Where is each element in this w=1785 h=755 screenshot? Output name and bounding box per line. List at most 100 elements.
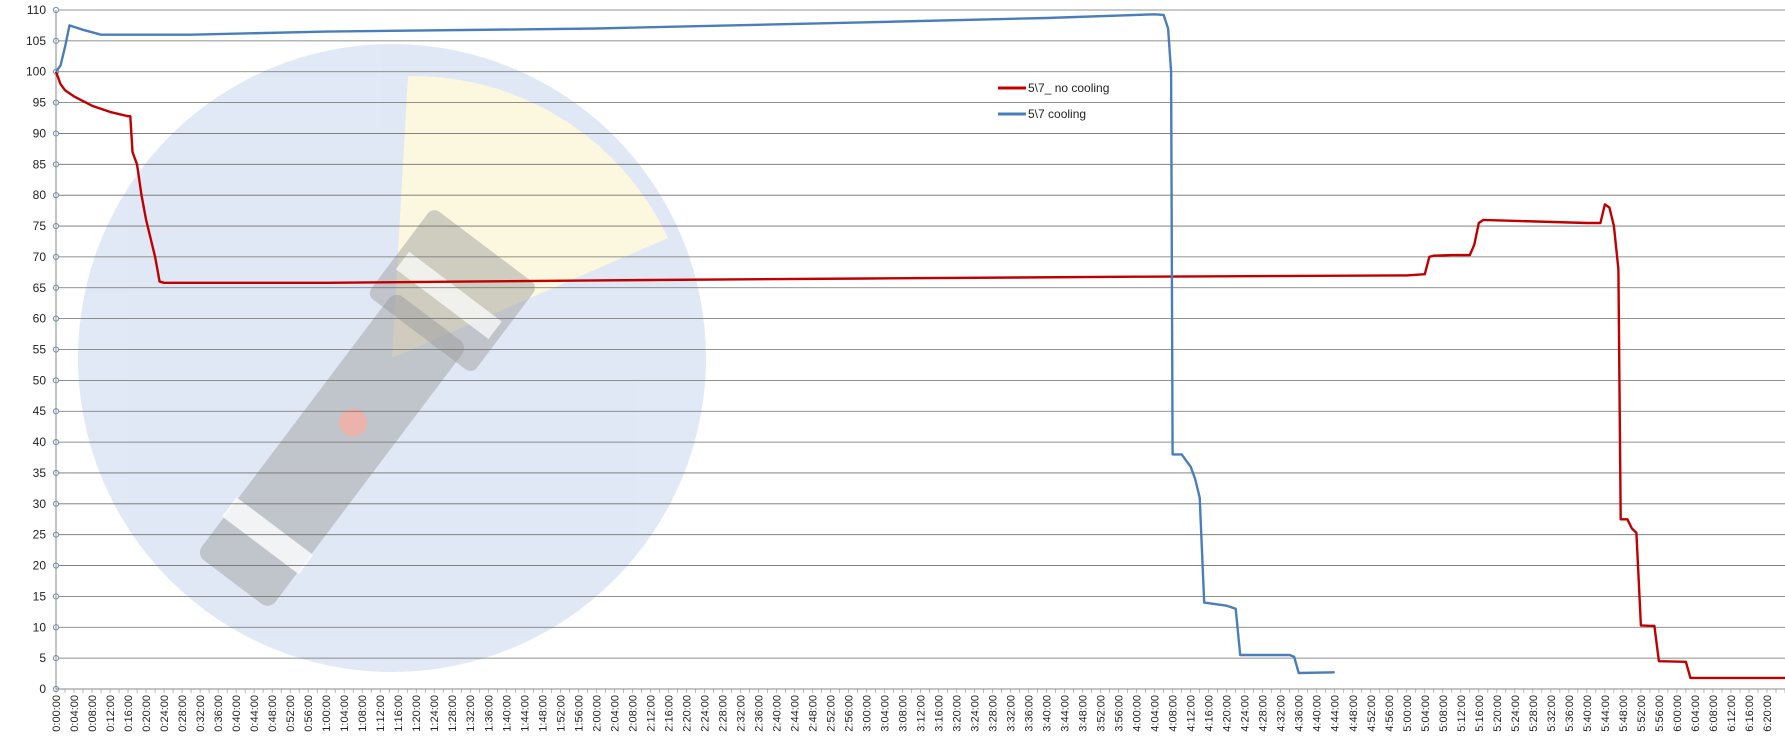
x-tick-label: 3:24:00 [970,695,982,732]
x-tick-label: 3:12:00 [916,695,928,732]
x-tick-label: 0:08:00 [87,695,99,732]
y-tick-label: 15 [33,589,47,603]
x-tick-label: 5:48:00 [1618,695,1630,732]
x-tick-label: 0:48:00 [267,695,279,732]
y-tick-label: 80 [33,188,47,202]
series-line-0 [54,71,1785,680]
x-tick-label: 4:28:00 [1258,695,1270,732]
gridlines [56,9,1785,690]
legend-label-0: 5\7_ no cooling [1028,81,1109,95]
x-tick-label: 1:36:00 [483,695,495,732]
x-tick-label: 5:44:00 [1600,695,1612,732]
x-tick-label: 4:16:00 [1204,695,1216,732]
x-tick-label: 5:04:00 [1420,695,1432,732]
x-tick-label: 3:44:00 [1060,695,1072,732]
x-tick-label: 1:40:00 [501,695,513,732]
y-tick-label: 10 [33,620,47,634]
x-tick-label: 5:32:00 [1546,695,1558,732]
x-tick-label: 5:28:00 [1528,695,1540,732]
x-tick-label: 3:36:00 [1024,695,1036,732]
series-line-1 [55,13,1335,675]
y-tick-label: 95 [33,96,47,110]
x-tick-label: 5:36:00 [1564,695,1576,732]
x-tick-label: 1:44:00 [519,695,531,732]
x-tick-label: 5:40:00 [1582,695,1594,732]
x-tick-label: 2:24:00 [699,695,711,732]
x-tick-label: 1:08:00 [357,695,369,732]
x-tick-label: 4:48:00 [1348,695,1360,732]
y-tick-label: 90 [33,126,47,140]
x-tick-label: 5:08:00 [1438,695,1450,732]
y-tick-label: 75 [33,219,47,233]
x-tick-label: 5:00:00 [1402,695,1414,732]
y-tick-label: 20 [33,559,47,573]
x-tick-label: 4:44:00 [1330,695,1342,732]
x-tick-label: 2:28:00 [717,695,729,732]
y-tick-label: 25 [33,528,47,542]
x-tick-label: 1:16:00 [393,695,405,732]
x-tick-label: 3:40:00 [1042,695,1054,732]
x-tick-label: 1:20:00 [411,695,423,732]
x-tick-label: 1:48:00 [537,695,549,732]
x-tick-label: 0:12:00 [105,695,117,732]
y-tick-label: 30 [33,497,47,511]
x-tick-label: 6:04:00 [1690,695,1702,732]
x-tick-label: 4:00:00 [1132,695,1144,732]
x-tick-label: 1:32:00 [465,695,477,732]
y-tick-label: 5 [39,651,46,665]
x-tick-label: 0:04:00 [69,695,81,732]
x-tick-label: 1:04:00 [339,695,351,732]
x-tick-label: 2:52:00 [825,695,837,732]
y-tick-label: 70 [33,250,47,264]
y-tick-label: 85 [33,157,47,171]
legend: 5\7_ no cooling 5\7 cooling [998,81,1109,121]
flashlight-icon [200,210,536,606]
x-tick-label: 4:32:00 [1276,695,1288,732]
x-tick-label: 3:00:00 [861,695,873,732]
x-tick-label: 4:36:00 [1294,695,1306,732]
y-tick-label: 45 [33,404,47,418]
x-tick-label: 5:20:00 [1492,695,1504,732]
x-tick-label: 0:52:00 [285,695,297,732]
x-tick-label: 2:20:00 [681,695,693,732]
legend-label-1: 5\7 cooling [1028,107,1086,121]
x-tick-label: 3:04:00 [879,695,891,732]
x-tick-label: 1:56:00 [573,695,585,732]
x-tick-label: 2:08:00 [627,695,639,732]
x-axis: 0:00:00 0:04:00 0:08:00 0:12:00 0:16:00 0:20:… [51,688,1785,732]
x-tick-label: 2:00:00 [591,695,603,732]
y-axis: 0 5 10 15 20 25 30 35 40 45 50 55 60 65 70 75 80 85 90 95 10… [26,3,60,696]
y-tick-label: 60 [33,312,47,326]
y-tick-label: 65 [33,281,47,295]
x-tick-label: 0:36:00 [213,695,225,732]
x-tick-label: 1:24:00 [429,695,441,732]
x-tick-label: 6:08:00 [1708,695,1720,732]
y-tick-label: 110 [27,3,46,17]
x-tick-label: 2:12:00 [645,695,657,732]
x-tick-label: 3:08:00 [897,695,909,732]
x-tick-label: 6:12:00 [1726,695,1738,732]
y-tick-label: 50 [33,373,47,387]
y-tick-label: 100 [26,65,46,79]
x-tick-label: 3:48:00 [1078,695,1090,732]
x-tick-label: 5:12:00 [1456,695,1468,732]
x-tick-label: 1:00:00 [321,695,333,732]
x-tick-label: 3:16:00 [934,695,946,732]
x-tick-label: 2:32:00 [735,695,747,732]
x-tick-label: 1:28:00 [447,695,459,732]
x-tick-label: 0:56:00 [303,695,315,732]
x-tick-label: 4:24:00 [1240,695,1252,732]
x-tick-label: 2:16:00 [663,695,675,732]
x-tick-label: 6:16:00 [1744,695,1756,732]
y-tick-label: 40 [33,435,47,449]
y-tick-label: 105 [26,34,46,48]
x-tick-label: 2:40:00 [771,695,783,732]
series-lines [54,13,1785,680]
y-tick-label: 0 [39,682,46,696]
x-tick-label: 3:56:00 [1114,695,1126,732]
x-tick-label: 2:48:00 [807,695,819,732]
x-tick-label: 1:52:00 [555,695,567,732]
x-tick-label: 4:12:00 [1186,695,1198,732]
x-tick-label: 6:00:00 [1672,695,1684,732]
